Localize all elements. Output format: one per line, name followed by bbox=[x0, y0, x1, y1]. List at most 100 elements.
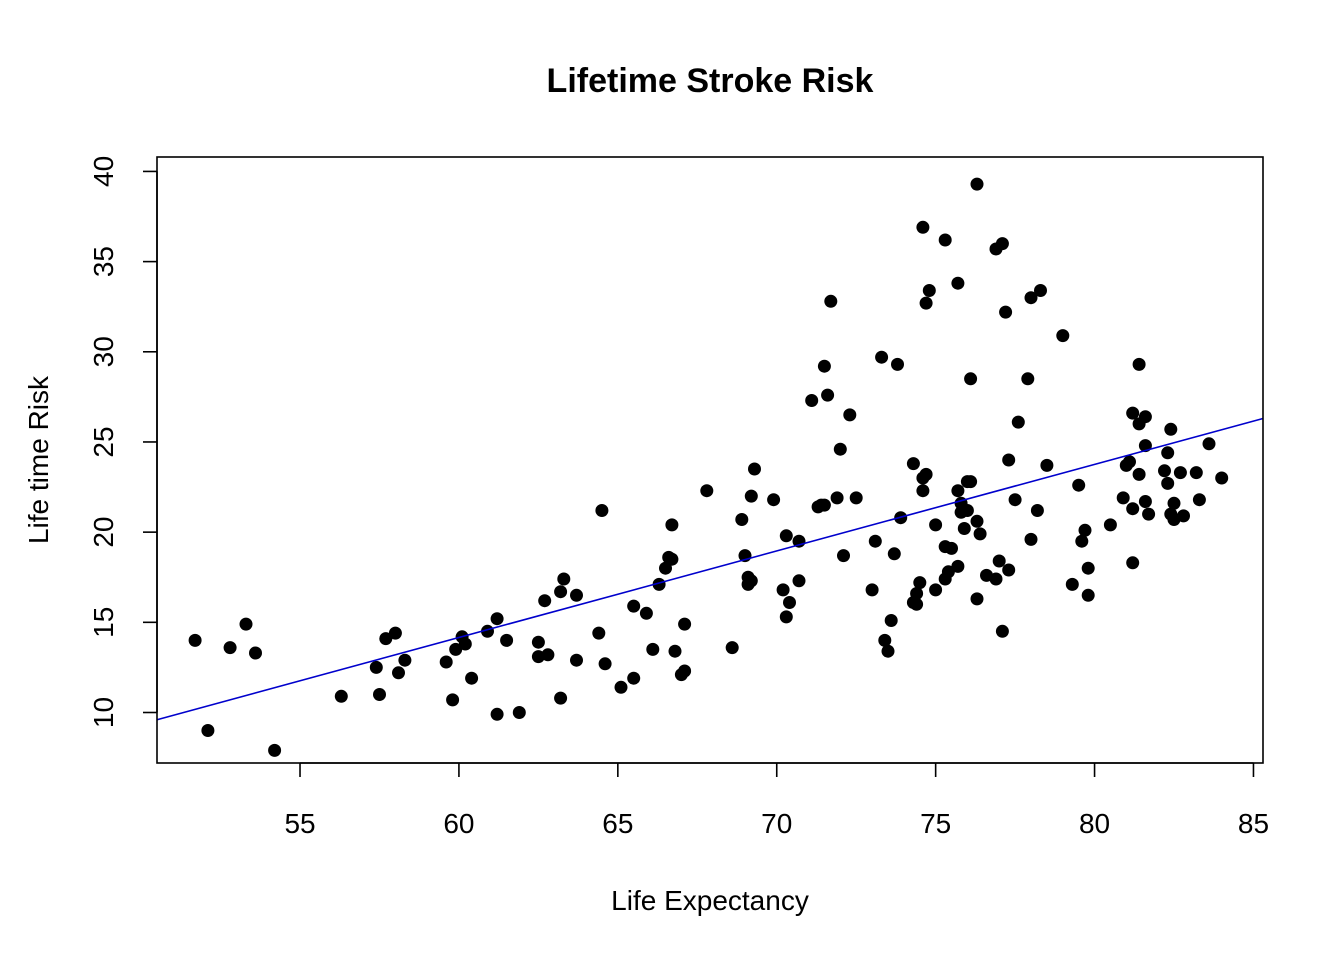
x-tick-label: 60 bbox=[443, 808, 474, 839]
data-point-141 bbox=[1081, 561, 1095, 575]
data-point-126 bbox=[1002, 453, 1016, 467]
data-point-139 bbox=[1075, 534, 1089, 548]
data-point-149 bbox=[1126, 556, 1140, 570]
x-tick-label: 65 bbox=[602, 808, 633, 839]
data-point-153 bbox=[1138, 410, 1152, 424]
data-point-15 bbox=[449, 642, 463, 656]
data-point-28 bbox=[554, 585, 568, 599]
data-points bbox=[188, 177, 1229, 757]
data-point-26 bbox=[538, 594, 552, 608]
data-point-76 bbox=[843, 408, 857, 422]
data-point-137 bbox=[1065, 577, 1079, 591]
data-point-36 bbox=[614, 680, 628, 694]
data-point-20 bbox=[490, 612, 504, 626]
data-point-80 bbox=[875, 350, 889, 364]
x-tick-label: 70 bbox=[761, 808, 792, 839]
data-point-155 bbox=[1138, 495, 1152, 508]
data-point-129 bbox=[1011, 415, 1025, 429]
data-point-56 bbox=[744, 489, 758, 503]
data-point-162 bbox=[1167, 496, 1181, 510]
x-axis-label: Life Expectancy bbox=[611, 885, 809, 916]
data-point-133 bbox=[1030, 504, 1044, 517]
data-point-113 bbox=[964, 372, 978, 386]
data-point-157 bbox=[1158, 464, 1171, 478]
data-point-120 bbox=[989, 572, 1003, 586]
y-tick-label: 15 bbox=[88, 607, 119, 638]
data-point-8 bbox=[373, 688, 386, 701]
data-point-85 bbox=[891, 357, 904, 371]
data-point-143 bbox=[1103, 518, 1117, 532]
data-point-71 bbox=[821, 388, 835, 402]
data-point-31 bbox=[570, 588, 583, 602]
data-point-169 bbox=[1215, 471, 1229, 485]
data-point-2 bbox=[223, 641, 237, 655]
y-tick-label: 35 bbox=[88, 246, 119, 277]
data-point-3 bbox=[239, 617, 253, 631]
data-point-10 bbox=[388, 626, 402, 640]
data-point-52 bbox=[735, 513, 749, 526]
data-point-38 bbox=[627, 671, 641, 685]
data-point-7 bbox=[369, 660, 383, 674]
data-point-114 bbox=[964, 475, 978, 489]
data-point-58 bbox=[748, 462, 761, 476]
y-tick-label: 30 bbox=[88, 336, 119, 367]
data-point-132 bbox=[1024, 532, 1038, 546]
data-point-1 bbox=[201, 724, 215, 737]
data-point-160 bbox=[1164, 422, 1178, 436]
y-tick-label: 20 bbox=[88, 517, 119, 548]
data-point-166 bbox=[1189, 466, 1203, 480]
data-point-77 bbox=[849, 491, 863, 505]
data-point-17 bbox=[458, 637, 472, 651]
data-point-57 bbox=[744, 574, 758, 588]
data-point-39 bbox=[639, 606, 653, 620]
data-point-44 bbox=[665, 552, 679, 566]
data-point-96 bbox=[919, 296, 933, 310]
data-point-69 bbox=[817, 359, 831, 373]
data-point-18 bbox=[465, 671, 479, 685]
data-point-125 bbox=[999, 305, 1013, 319]
data-point-89 bbox=[910, 597, 924, 611]
data-point-117 bbox=[970, 177, 984, 191]
data-point-37 bbox=[627, 599, 641, 613]
data-point-33 bbox=[592, 626, 606, 640]
chart-title: Lifetime Stroke Risk bbox=[547, 62, 874, 100]
data-point-6 bbox=[334, 689, 348, 703]
data-point-63 bbox=[783, 596, 796, 609]
data-point-51 bbox=[725, 641, 739, 655]
data-point-40 bbox=[646, 642, 660, 656]
data-point-34 bbox=[595, 504, 609, 517]
data-point-62 bbox=[779, 610, 793, 624]
data-point-24 bbox=[531, 635, 545, 649]
data-point-122 bbox=[992, 554, 1006, 568]
x-tick-label: 85 bbox=[1238, 808, 1269, 839]
y-tick-label: 10 bbox=[88, 697, 119, 728]
data-point-46 bbox=[668, 644, 682, 658]
data-point-138 bbox=[1072, 478, 1086, 492]
data-point-146 bbox=[1123, 455, 1136, 469]
data-point-45 bbox=[665, 518, 679, 532]
plot-frame bbox=[156, 156, 1264, 764]
data-point-9 bbox=[379, 632, 393, 646]
data-point-110 bbox=[957, 522, 971, 535]
data-point-78 bbox=[865, 583, 879, 597]
regression-line bbox=[156, 417, 1264, 721]
data-point-106 bbox=[951, 484, 965, 498]
data-point-12 bbox=[398, 653, 412, 667]
data-point-61 bbox=[779, 529, 793, 543]
data-point-82 bbox=[881, 644, 895, 658]
data-point-115 bbox=[970, 514, 984, 528]
data-point-144 bbox=[1116, 491, 1130, 505]
data-point-127 bbox=[1002, 563, 1016, 577]
data-point-27 bbox=[541, 648, 555, 662]
data-point-48 bbox=[678, 664, 692, 678]
data-point-105 bbox=[951, 276, 965, 290]
data-point-130 bbox=[1021, 372, 1035, 386]
data-point-32 bbox=[570, 653, 583, 667]
data-point-60 bbox=[776, 583, 790, 597]
data-point-59 bbox=[767, 493, 781, 507]
data-point-97 bbox=[922, 284, 936, 297]
data-point-22 bbox=[500, 633, 514, 647]
data-point-75 bbox=[837, 549, 850, 563]
data-point-14 bbox=[446, 693, 460, 707]
data-point-159 bbox=[1161, 446, 1175, 460]
